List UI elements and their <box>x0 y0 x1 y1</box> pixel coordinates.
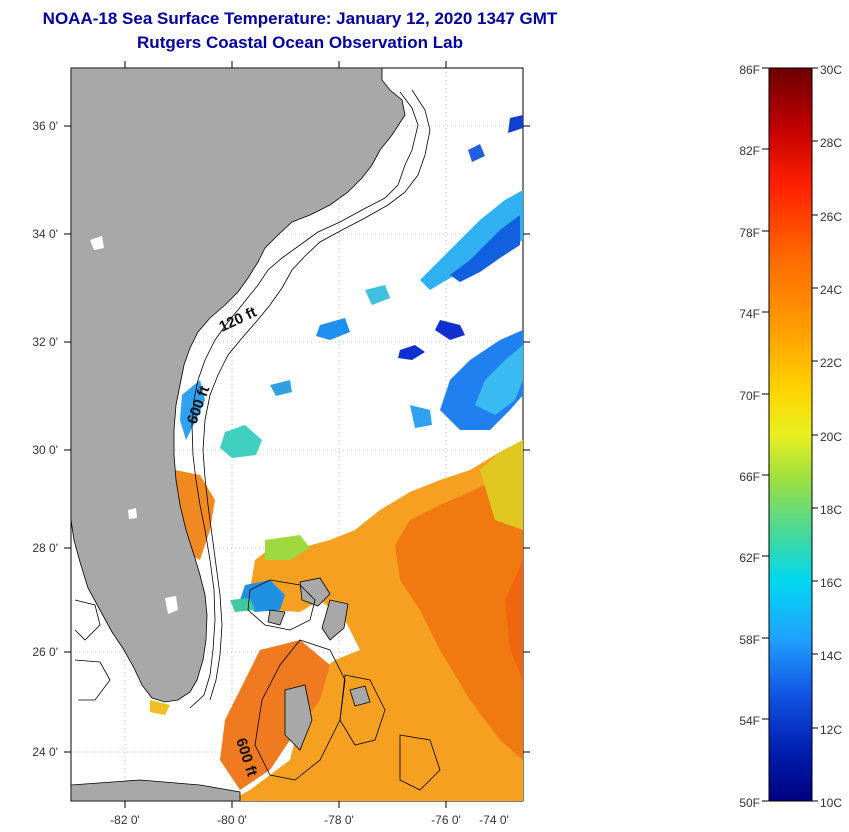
lat-label: 28 0' <box>32 541 58 555</box>
c-label: 30C <box>820 63 842 77</box>
chart-title: NOAA-18 Sea Surface Temperature: January… <box>42 9 558 28</box>
land-islands <box>71 577 371 801</box>
f-label: 54F <box>739 714 760 728</box>
c-label: 10C <box>820 796 842 810</box>
f-label: 78F <box>739 226 760 240</box>
lat-label: 24 0' <box>32 745 58 759</box>
chart-subtitle: Rutgers Coastal Ocean Observation Lab <box>137 33 463 52</box>
f-label: 62F <box>739 551 760 565</box>
c-label: 28C <box>820 136 842 150</box>
c-label: 22C <box>820 356 842 370</box>
f-label: 50F <box>739 796 760 810</box>
lon-label: -80 0' <box>217 813 247 827</box>
lon-label: -82 0' <box>110 813 140 827</box>
c-label: 12C <box>820 723 842 737</box>
colorbar-celsius-labels: 30C 28C 26C 24C 22C 20C 18C 16C 14C 12C … <box>820 63 842 810</box>
temperature-colorbar: 86F 82F 78F 74F 70F 66F 62F 58F 54F 50F … <box>739 63 842 810</box>
colorbar-fahrenheit-labels: 86F 82F 78F 74F 70F 66F 62F 58F 54F 50F <box>739 63 760 810</box>
f-label: 70F <box>739 389 760 403</box>
c-label: 16C <box>820 576 842 590</box>
lon-label: -78 0' <box>324 813 354 827</box>
lat-label: 36 0' <box>32 119 58 133</box>
sst-cold-patches <box>163 115 523 615</box>
colorbar-ticks <box>762 67 818 802</box>
lon-label: -76 0' <box>431 813 461 827</box>
f-label: 86F <box>739 63 760 77</box>
inland-lakes <box>90 236 178 614</box>
c-label: 20C <box>820 430 842 444</box>
lon-label: -74 0' <box>479 813 509 827</box>
lat-label: 26 0' <box>32 645 58 659</box>
longitude-labels: -82 0' -80 0' -78 0' -76 0' -74 0' <box>110 813 509 827</box>
f-label: 66F <box>739 470 760 484</box>
colorbar-gradient <box>768 67 813 802</box>
c-label: 26C <box>820 210 842 224</box>
f-label: 82F <box>739 144 760 158</box>
c-label: 18C <box>820 503 842 517</box>
land-mainland <box>71 68 406 703</box>
lat-label: 34 0' <box>32 227 58 241</box>
frame-ticks <box>64 61 530 808</box>
f-label: 58F <box>739 633 760 647</box>
c-label: 14C <box>820 649 842 663</box>
f-label: 74F <box>739 307 760 321</box>
lat-label: 32 0' <box>32 335 58 349</box>
latitude-labels: 36 0' 34 0' 32 0' 30 0' 28 0' 26 0' 24 0… <box>32 119 58 759</box>
bathymetry-contours <box>74 89 441 791</box>
lat-label: 30 0' <box>32 443 58 457</box>
c-label: 24C <box>820 283 842 297</box>
